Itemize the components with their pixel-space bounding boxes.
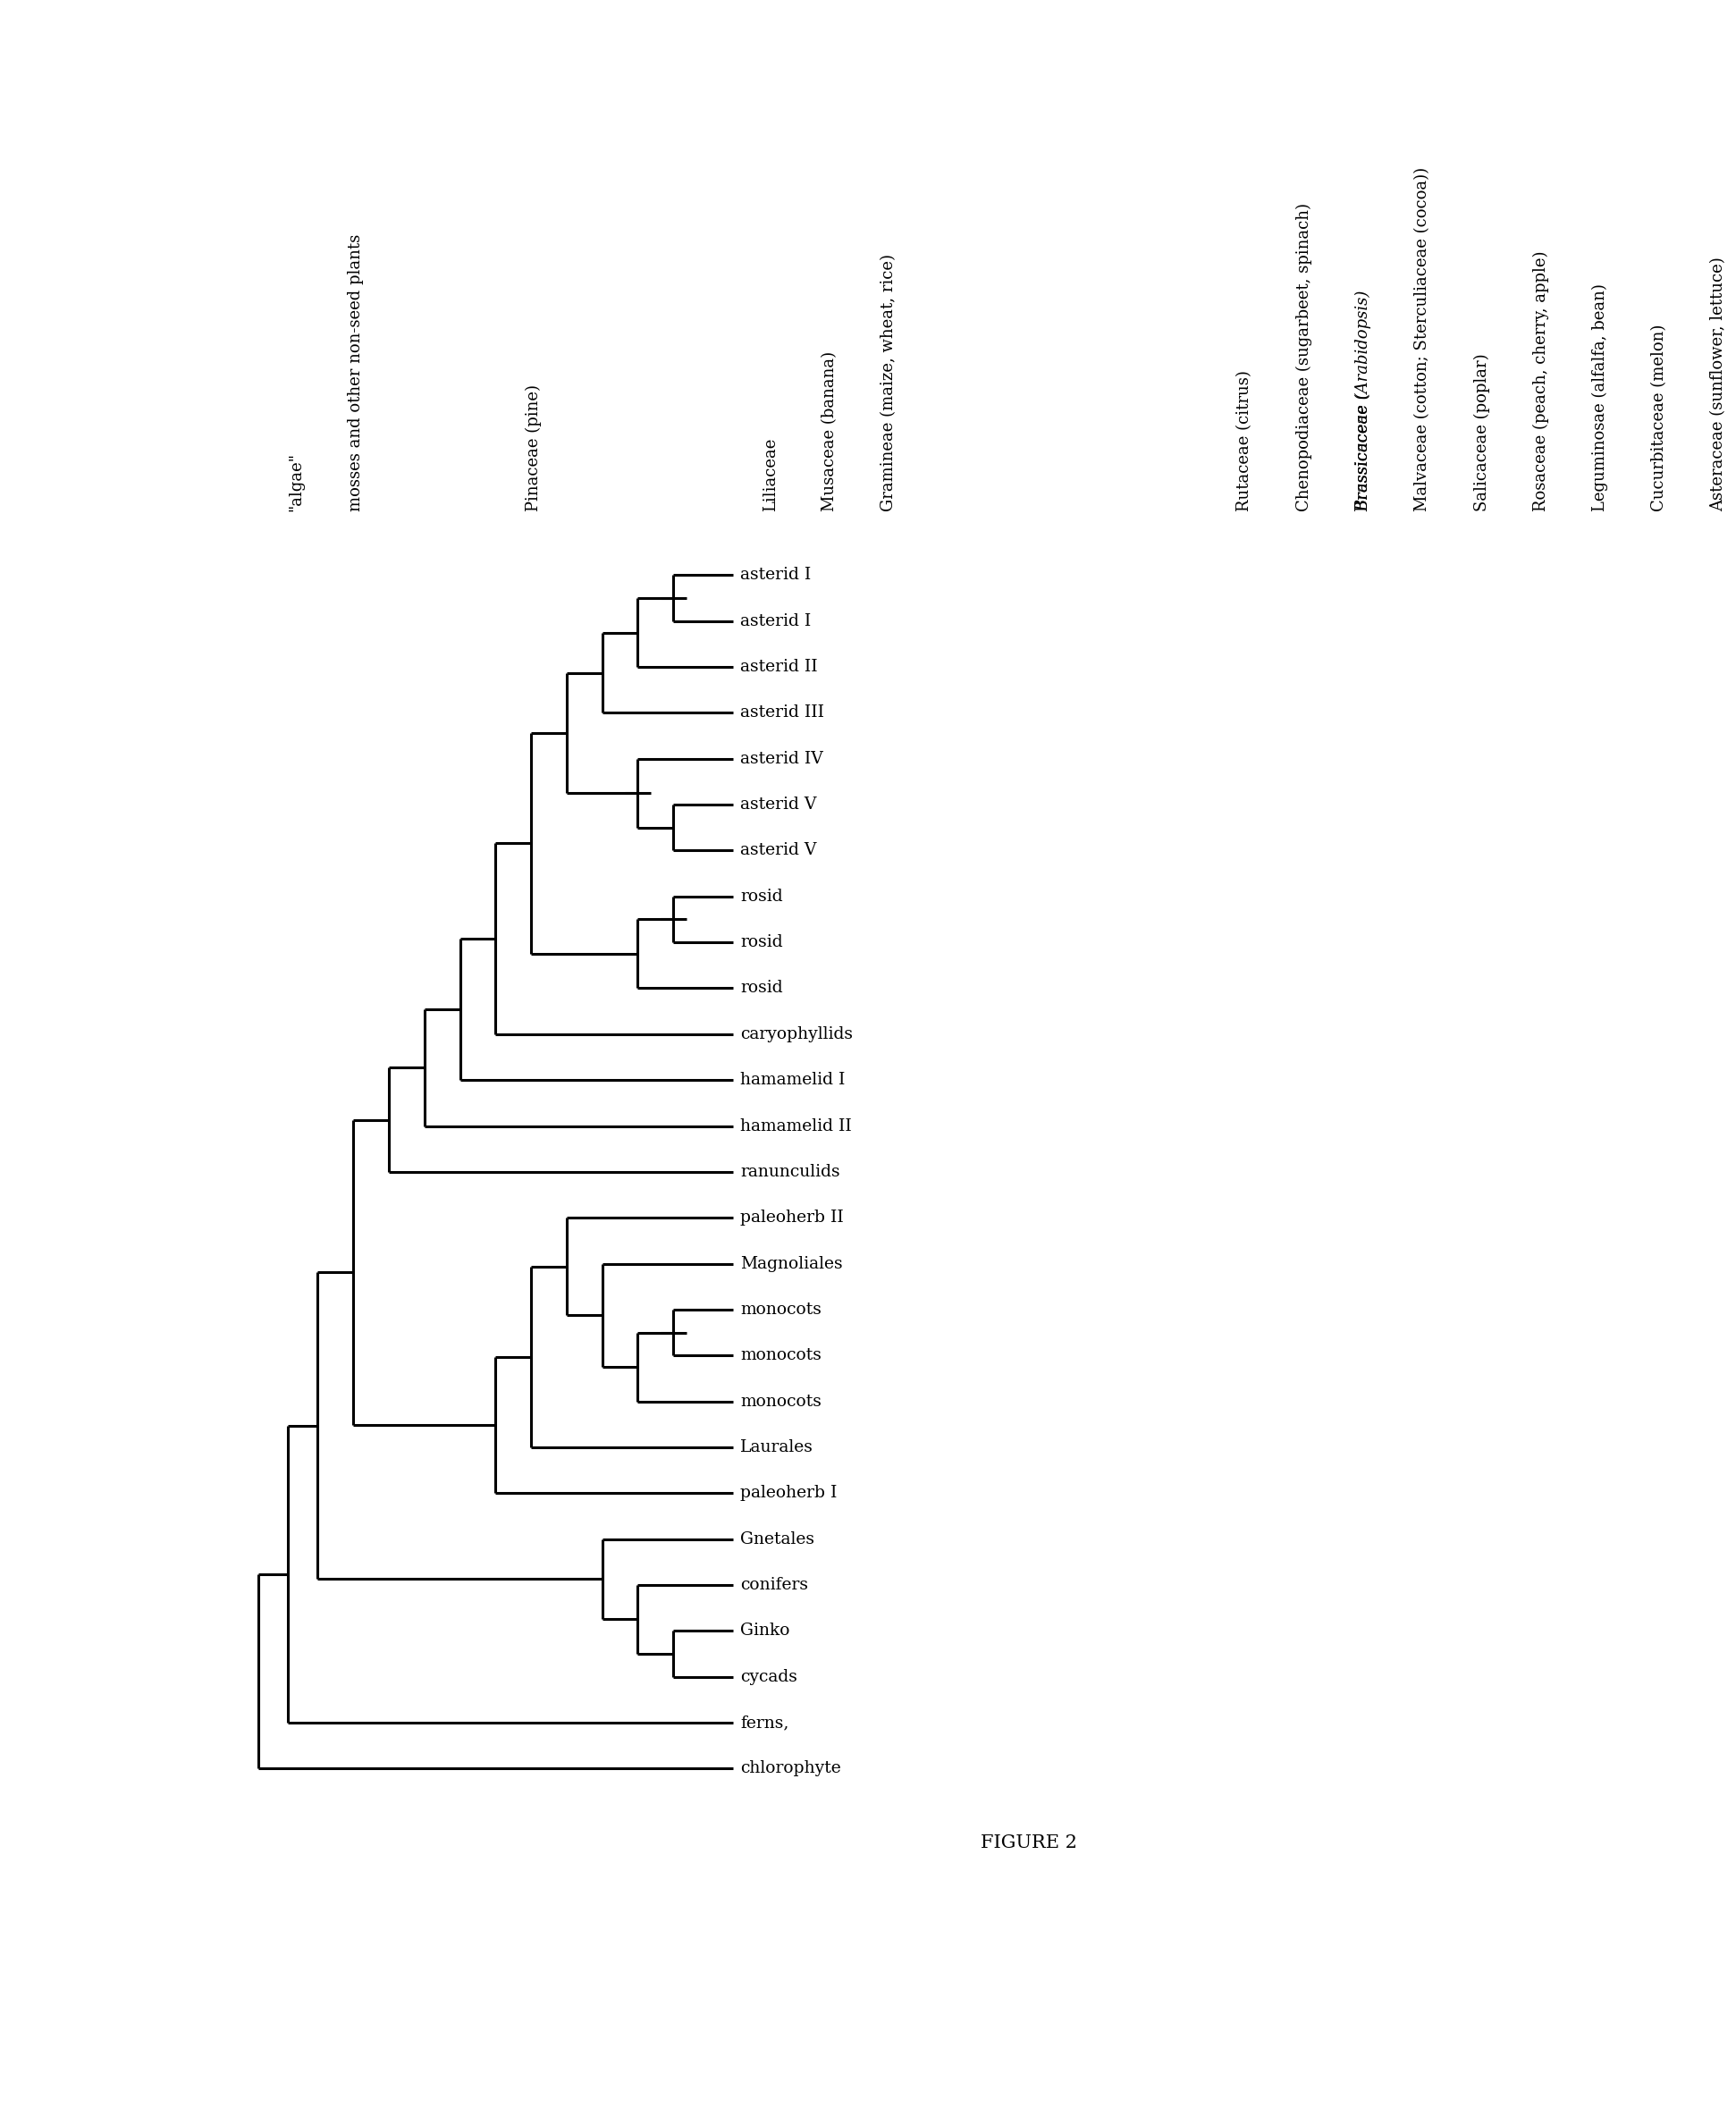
Text: asterid I: asterid I [740,567,811,584]
Text: asterid IV: asterid IV [740,751,823,766]
Text: hamamelid I: hamamelid I [740,1073,845,1088]
Text: paleoherb I: paleoherb I [740,1485,837,1500]
Text: asterid I: asterid I [740,614,811,628]
Text: Laurales: Laurales [740,1439,814,1456]
Text: Liliaceae: Liliaceae [762,438,778,510]
Text: Asteraceae (sunflower, lettuce): Asteraceae (sunflower, lettuce) [1710,256,1727,510]
Text: monocots: monocots [740,1301,821,1318]
Text: rosid: rosid [740,889,783,904]
Text: Leguminosae (alfalfa, bean): Leguminosae (alfalfa, bean) [1592,284,1608,510]
Text: Magnoliales: Magnoliales [740,1255,842,1272]
Text: asterid V: asterid V [740,842,816,859]
Text: Brassicaceae (Arabidopsis): Brassicaceae (Arabidopsis) [1356,290,1371,510]
Text: chlorophyte: chlorophyte [740,1761,842,1777]
Text: cycads: cycads [740,1670,797,1684]
Text: Cucurbitaceae (melon): Cucurbitaceae (melon) [1651,324,1667,510]
Text: Pinaceae (pine): Pinaceae (pine) [526,383,542,510]
Text: hamamelid II: hamamelid II [740,1117,852,1134]
Text: Gramineae (maize, wheat, rice): Gramineae (maize, wheat, rice) [880,254,898,510]
Text: monocots: monocots [740,1392,821,1409]
Text: Chenopodiaceae (sugarbeet, spinach): Chenopodiaceae (sugarbeet, spinach) [1295,203,1312,510]
Text: Brassicaceae (​: Brassicaceae (​ [1356,391,1371,510]
Text: Rutaceae (citrus): Rutaceae (citrus) [1236,370,1252,510]
Text: Ginko: Ginko [740,1623,790,1640]
Text: "algae": "algae" [288,453,304,510]
Text: asterid III: asterid III [740,705,825,722]
Text: monocots: monocots [740,1348,821,1363]
Text: ferns,: ferns, [740,1714,788,1731]
Text: rosid: rosid [740,980,783,997]
Text: Rosaceae (peach, cherry, apple): Rosaceae (peach, cherry, apple) [1533,250,1549,510]
Text: asterid V: asterid V [740,796,816,813]
Text: asterid II: asterid II [740,658,818,675]
Text: Musaceae (banana): Musaceae (banana) [821,351,838,510]
Text: Gnetales: Gnetales [740,1532,814,1547]
Text: caryophyllids: caryophyllids [740,1026,852,1043]
Text: mosses and other non-seed plants: mosses and other non-seed plants [347,233,363,510]
Text: FIGURE 2: FIGURE 2 [981,1835,1078,1852]
Text: conifers: conifers [740,1576,809,1593]
Text: Salicaceae (poplar): Salicaceae (poplar) [1474,353,1489,510]
Text: Malvaceae (cotton; Sterculiaceae (cocoa)): Malvaceae (cotton; Sterculiaceae (cocoa)… [1415,167,1430,510]
Text: paleoherb II: paleoherb II [740,1210,844,1225]
Text: ranunculids: ranunculids [740,1164,840,1181]
Text: rosid: rosid [740,935,783,950]
